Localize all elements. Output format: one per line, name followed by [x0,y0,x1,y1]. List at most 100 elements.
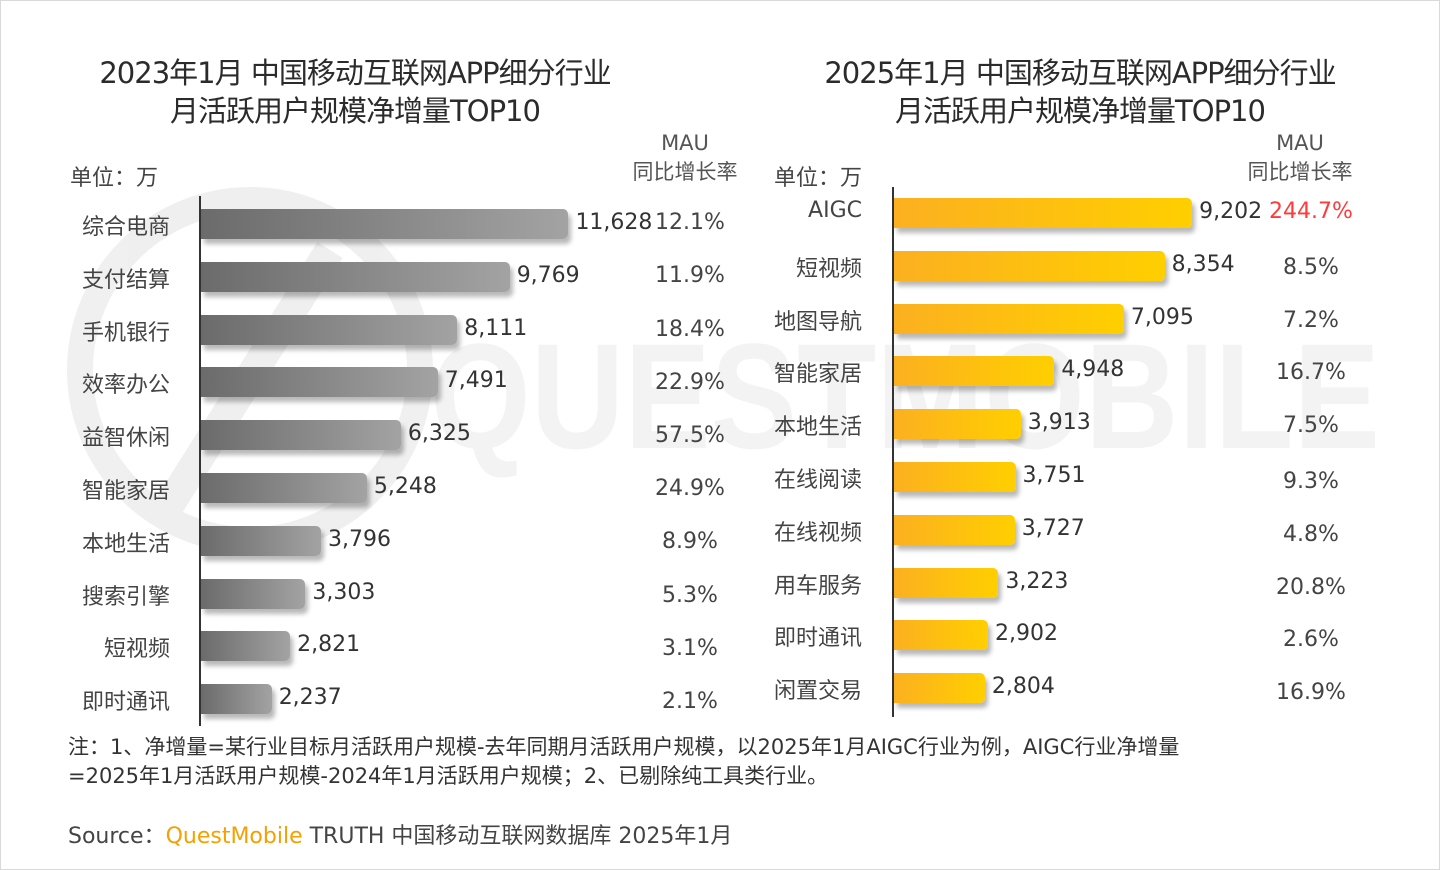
source-prefix: Source： [68,824,166,849]
category-label: 智能家居 [773,362,862,388]
value-label: 5,248 [373,474,437,499]
category-label: 益智休闲 [81,426,170,452]
chart-right-title: 2025年1月 中国移动互联网APP细分行业 月活跃用户规模净增量TOP10 [760,54,1400,130]
chart-right-title-line2: 月活跃用户规模净增量TOP10 [895,94,1266,128]
category-label: AIGC [808,198,862,223]
category-label: 本地生活 [773,415,862,441]
mau-growth-label: 2.6% [1283,627,1339,653]
bar [894,198,1193,228]
bar [201,261,510,292]
mau-growth-label: 57.5% [655,423,725,448]
value-label: 3,751 [1022,463,1086,488]
category-label: 本地生活 [81,531,170,557]
bar [201,367,438,398]
mau-growth-label: 18.4% [655,316,725,342]
mau-header-line2: 同比增长率 [632,160,738,184]
category-label: 综合电商 [81,215,170,240]
bar [894,620,989,651]
chart-left-unit: 单位：万 [70,166,159,191]
mau-growth-label: 12.1% [655,210,725,235]
chart-left-mau-header: MAU 同比增长率 [620,129,750,187]
chart-right-title-line1: 2025年1月 中国移动互联网APP细分行业 [824,56,1336,90]
mau-header-line1: MAU [1276,131,1324,155]
category-label: 效率办公 [81,373,170,399]
value-label: 4,948 [1061,357,1125,383]
category-label: 在线视频 [773,520,862,546]
chart-left-title-line2: 月活跃用户规模净增量TOP10 [170,94,541,128]
bar [201,420,401,451]
footnote-line1: 注：1、净增量=某行业目标月活跃用户规模-去年同期月活跃用户规模，以2025年1… [68,735,1180,759]
source-suffix: TRUTH 中国移动互联网数据库 2025年1月 [302,824,733,849]
bar [201,578,306,609]
source-line: Source：QuestMobile TRUTH 中国移动互联网数据库 2025… [68,818,732,850]
chart-left-title-line1: 2023年1月 中国移动互联网APP细分行业 [99,56,611,90]
category-label: 即时通讯 [81,690,170,716]
bar [894,303,1124,334]
mau-growth-label: 9.3% [1283,469,1339,494]
mau-growth-label: 20.8% [1276,574,1346,600]
value-label: 3,303 [312,579,376,605]
bar [201,525,321,556]
bar [894,673,985,704]
mau-growth-label: 4.8% [1283,521,1339,547]
bar [201,314,458,345]
value-label: 3,223 [1005,568,1069,594]
mau-growth-label: 3.1% [662,635,718,661]
bar [894,250,1165,281]
value-label: 7,095 [1130,304,1194,330]
category-label: 用车服务 [773,573,862,599]
bar [894,567,999,598]
mau-growth-label: 24.9% [655,476,725,502]
chart-left-title: 2023年1月 中国移动互联网APP细分行业 月活跃用户规模净增量TOP10 [50,54,660,130]
value-label: 2,804 [991,674,1055,700]
source-brand: QuestMobile [165,824,303,849]
bar [201,684,272,715]
mau-growth-label: 7.2% [1283,307,1339,333]
bar [201,631,291,662]
chart-left-axis [199,196,201,726]
value-label: 3,796 [327,526,391,552]
value-label: 11,628 [575,210,653,235]
category-label: 在线阅读 [773,468,862,493]
bar [201,209,569,239]
category-label: 地图导航 [773,309,862,335]
value-label: 9,202 [1199,199,1263,224]
chart-right-mau-header: MAU 同比增长率 [1235,129,1365,187]
category-label: 手机银行 [81,320,170,346]
mau-growth-label: 22.9% [655,369,725,395]
value-label: 8,354 [1171,251,1235,277]
bar [894,409,1021,440]
value-label: 3,727 [1021,515,1085,541]
bar [894,462,1016,492]
value-label: 9,769 [516,262,580,288]
mau-growth-label: 16.9% [1276,680,1346,706]
value-label: 2,902 [995,621,1058,647]
value-label: 3,913 [1027,410,1091,436]
category-label: 短视频 [103,637,170,663]
mau-growth-label: 8.9% [662,529,718,555]
mau-growth-label: 8.5% [1283,254,1339,280]
mau-growth-label: 2.1% [662,689,718,714]
mau-growth-label: 7.5% [1283,413,1339,439]
value-label: 7,491 [444,368,508,394]
bar [201,473,367,503]
mau-growth-label: 244.7% [1269,199,1353,224]
category-label: 智能家居 [81,479,170,504]
chart-right-unit: 单位：万 [774,166,863,191]
category-label: 搜索引擎 [81,584,170,610]
mau-growth-label: 11.9% [655,262,725,288]
bar [894,514,1015,545]
mau-header-line2: 同比增长率 [1247,160,1353,184]
category-label: 短视频 [795,256,862,282]
value-label: 2,821 [297,632,361,658]
mau-growth-label: 5.3% [662,582,718,608]
mau-header-line1: MAU [661,131,709,155]
category-label: 即时通讯 [773,626,862,652]
category-label: 闲置交易 [773,679,862,705]
value-label: 6,325 [407,421,471,447]
mau-growth-label: 16.7% [1276,360,1346,386]
category-label: 支付结算 [81,267,170,293]
value-label: 8,111 [464,315,528,341]
footnote-line2: =2025年1月活跃用户规模-2024年1月活跃用户规模；2、已剔除纯工具类行业… [68,764,829,788]
chart-right-axis [892,187,894,717]
